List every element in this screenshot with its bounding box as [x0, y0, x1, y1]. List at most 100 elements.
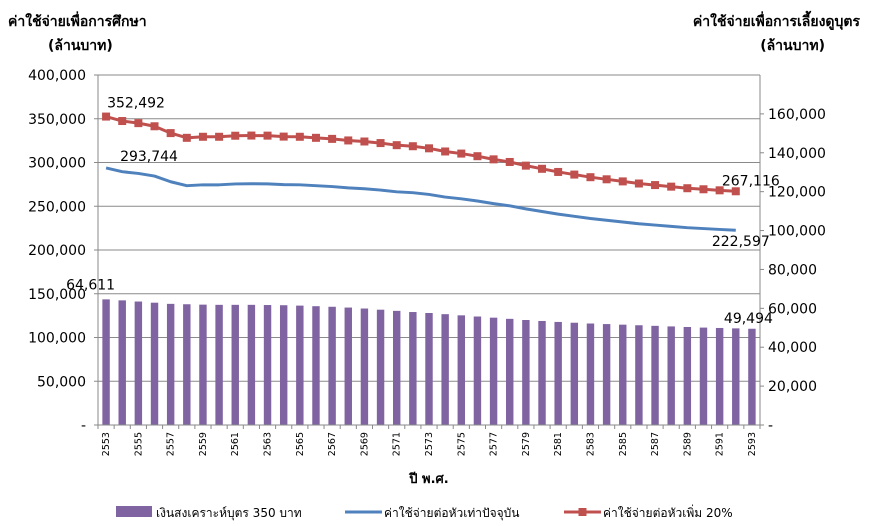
bar — [263, 305, 272, 425]
x-tick-label: 2567 — [327, 432, 338, 456]
left-tick-label: 250,000 — [28, 199, 86, 215]
x-tick-label: 2585 — [618, 432, 629, 456]
legend-label: ค่าใช้จ่ายต่อหัวเพิ่ม 20% — [603, 504, 733, 520]
bar — [699, 327, 708, 425]
data-label: 64,611 — [66, 277, 115, 293]
bar — [522, 320, 530, 425]
left-tick-label: 350,000 — [28, 112, 86, 128]
bar — [296, 305, 304, 425]
bar — [312, 306, 320, 425]
bar — [183, 304, 191, 425]
right-axis-title-line1: ค่าใช้จ่ายเพื่อการเลี้ยงดูบุตร — [693, 10, 861, 30]
series-marker — [457, 149, 466, 158]
series-marker — [618, 177, 627, 186]
x-tick-label: 2569 — [359, 432, 370, 456]
bar — [134, 301, 143, 425]
x-tick-label: 2581 — [553, 432, 564, 456]
left-y-ticks: - 50,000 100,000 150,000 200,000 250,000 300,0… — [28, 68, 98, 434]
series-marker — [247, 131, 256, 140]
x-tick-label: 2587 — [650, 432, 661, 456]
series-marker — [699, 185, 708, 194]
right-tick-label: 80,000 — [768, 262, 817, 278]
bar — [506, 318, 514, 425]
left-tick-label: 200,000 — [28, 243, 86, 259]
left-tick-label: 150,000 — [28, 287, 86, 303]
x-tick-label: 2559 — [198, 432, 209, 456]
bar — [473, 316, 482, 425]
right-tick-label: 20,000 — [768, 379, 817, 395]
series-marker — [521, 161, 530, 170]
right-axis-title-line2: (ล้านบาท) — [760, 38, 825, 54]
series-marker — [360, 137, 369, 146]
legend-label: ค่าใช้จ่ายต่อหัวเท่าปัจจุบัน — [384, 506, 519, 521]
bar — [199, 304, 207, 425]
gridlines — [98, 74, 760, 382]
series-marker — [263, 131, 272, 140]
bar — [732, 328, 740, 425]
series-marker — [489, 155, 498, 164]
bar — [166, 303, 175, 425]
left-axis-title-line1: ค่าใช้จ่ายเพื่อการศึกษา — [8, 11, 147, 30]
x-tick-label: 2561 — [230, 432, 241, 456]
left-tick-label: 300,000 — [28, 156, 86, 172]
left-tick-label: - — [81, 418, 86, 434]
x-tick-label: 2553 — [101, 432, 112, 456]
left-tick-label: 50,000 — [37, 374, 86, 390]
bar — [102, 299, 110, 425]
series-marker — [683, 184, 692, 193]
legend: เงินสงเคราะห์บุตร 350 บาท ค่าใช้จ่ายต่อหั… — [116, 504, 733, 521]
bar — [247, 304, 256, 425]
bar — [409, 312, 417, 425]
series-marker — [408, 142, 417, 151]
right-tick-label: - — [768, 418, 773, 434]
bar — [554, 321, 562, 425]
x-ticks: 2553 2555 2557 2559 2561 2563 2565 2567 2569 2571… — [97, 425, 761, 456]
bar — [425, 313, 433, 425]
series-marker — [328, 134, 337, 143]
data-label: 352,492 — [107, 96, 165, 112]
bar — [538, 320, 546, 425]
series-marker — [554, 167, 563, 176]
x-tick-label: 2563 — [263, 432, 274, 456]
series-marker — [570, 170, 579, 179]
series-marker — [182, 133, 191, 142]
right-tick-label: 160,000 — [768, 107, 826, 123]
legend-swatch-marker — [578, 508, 587, 516]
bar — [602, 324, 611, 425]
series-marker — [425, 144, 433, 153]
left-tick-label: 100,000 — [28, 331, 86, 347]
series-marker — [715, 186, 724, 195]
x-tick-label: 2591 — [715, 432, 726, 456]
series-marker — [134, 119, 143, 128]
bar — [328, 306, 336, 425]
right-axis-title: ค่าใช้จ่ายเพื่อการเลี้ยงดูบุตร (ล้านบาท) — [693, 10, 861, 54]
x-tick-label: 2593 — [747, 432, 758, 456]
bar — [715, 327, 724, 425]
series-marker — [586, 173, 595, 182]
bar — [570, 322, 579, 425]
bar — [215, 304, 223, 425]
bar — [457, 315, 466, 425]
data-label: 222,597 — [712, 234, 770, 250]
bar — [683, 327, 692, 425]
legend-swatch-bar — [116, 506, 152, 517]
series-marker — [651, 181, 660, 190]
bar — [118, 300, 126, 425]
series-marker — [215, 132, 224, 141]
data-label: 267,116 — [722, 173, 780, 189]
bar — [667, 326, 675, 425]
bar — [150, 302, 159, 425]
series-marker — [473, 152, 482, 161]
series-marker — [634, 179, 643, 188]
right-y-ticks: - 20,000 40,000 60,000 80,000 100,000 120,000 1… — [760, 107, 826, 434]
right-tick-label: 120,000 — [768, 185, 826, 201]
right-tick-label: 40,000 — [768, 340, 817, 356]
x-tick-label: 2575 — [456, 432, 467, 456]
series-marker — [392, 141, 401, 150]
series-marker — [441, 147, 450, 156]
x-tick-label: 2583 — [585, 432, 596, 456]
bar — [441, 314, 449, 425]
x-tick-label: 2579 — [521, 432, 532, 456]
x-axis-title: ปี พ.ศ. — [408, 471, 449, 487]
